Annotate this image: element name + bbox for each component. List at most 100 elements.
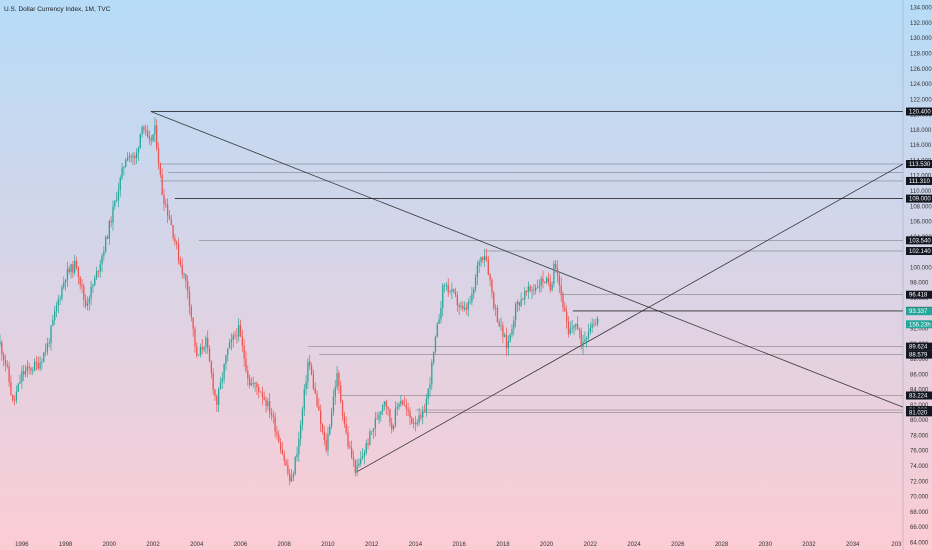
y-tick-label: 126.000 (910, 67, 932, 73)
candle-body (88, 298, 90, 304)
candle-body (219, 382, 222, 390)
candle-body (70, 264, 72, 273)
candle-body (174, 237, 176, 243)
candle-body (533, 289, 535, 291)
candle-body (356, 465, 358, 473)
candle-body (183, 273, 185, 275)
candle-body (540, 278, 542, 287)
candle-body (303, 389, 305, 409)
candle-body (504, 335, 506, 337)
y-tick-label: 108.000 (910, 204, 932, 210)
candle-body (416, 423, 418, 425)
candle-body (496, 307, 499, 323)
candle-body (287, 465, 289, 474)
candle-body (230, 339, 233, 343)
x-tick-label: 2024 (627, 542, 641, 548)
candle-body (591, 324, 593, 329)
candle-body (558, 275, 561, 286)
candle-body (478, 262, 480, 266)
x-tick-label: 2028 (715, 542, 729, 548)
current-price-tag (906, 307, 932, 316)
candle-body (474, 277, 477, 290)
candle-body (443, 285, 446, 287)
level-price-label: 88.579 (909, 353, 928, 359)
candle-body (527, 286, 530, 293)
candle-body (440, 308, 442, 320)
candle-body (145, 129, 147, 131)
candle-body (593, 324, 595, 326)
level-price-label: 102.140 (909, 249, 931, 255)
candle-body (314, 388, 316, 394)
candle-body (553, 263, 555, 284)
candle-body (37, 362, 39, 369)
candle-body (564, 307, 566, 312)
candle-body (334, 387, 336, 397)
candle-body (320, 410, 322, 425)
candle-body (141, 127, 143, 134)
y-tick-label: 80.000 (910, 418, 929, 424)
candle-body (465, 307, 468, 310)
candle-body (17, 383, 19, 392)
candle-body (589, 328, 591, 332)
candle-body (358, 463, 360, 466)
x-tick-label: 2020 (540, 542, 554, 548)
candle-body (228, 342, 231, 349)
candle-body (316, 393, 318, 406)
candle-body (114, 200, 116, 207)
candle-body (360, 458, 362, 464)
candle-body (442, 285, 444, 309)
candle-body (207, 338, 209, 349)
candle-body (197, 354, 200, 356)
candle-body (463, 307, 466, 310)
candle-body (270, 412, 273, 416)
candle-body (573, 326, 575, 328)
level-price-label: 113.530 (909, 162, 931, 168)
candle-body (247, 370, 249, 379)
candle-body (188, 291, 191, 307)
horizontal-levels (150, 111, 903, 413)
candle-body (312, 374, 315, 389)
candle-body (79, 276, 81, 285)
candle-body (462, 305, 464, 310)
candle-body (369, 431, 371, 445)
candle-body (531, 289, 533, 291)
candle-body (83, 286, 85, 300)
candle-body (143, 127, 145, 130)
countdown-tag (906, 320, 932, 329)
candle-body (460, 305, 462, 307)
candle-body (438, 319, 440, 324)
candle-body (46, 343, 49, 352)
candle-body (61, 287, 63, 299)
candle-body (576, 323, 579, 329)
x-tick-label: 2014 (409, 542, 423, 548)
candle-body (177, 244, 180, 261)
candle-body (252, 383, 254, 384)
y-tick-label: 134.000 (910, 6, 932, 12)
trend-lines (150, 111, 904, 473)
candle-body (154, 125, 156, 135)
candle-body (458, 305, 460, 307)
candle-body (354, 459, 356, 473)
candle-body (299, 424, 302, 439)
candle-body (340, 385, 342, 402)
candle-body (296, 453, 298, 458)
candle-body (256, 383, 258, 388)
candle-body (480, 256, 482, 263)
y-tick-label: 120.000 (910, 113, 932, 119)
x-tick-label: 2018 (496, 542, 510, 548)
candle-body (50, 325, 52, 344)
candle-body (176, 242, 178, 245)
candle-body (536, 287, 539, 289)
candle-body (24, 370, 27, 375)
level-price-label: 103.540 (909, 238, 931, 244)
time-axis[interactable]: 1996 1998 2000 2002 2004 2006 2008 2010 2012 2014… (15, 542, 902, 548)
candle-body (110, 221, 112, 223)
current-price-label: 93.337 (909, 309, 928, 315)
candle-body (72, 264, 74, 273)
candle-body (276, 431, 278, 435)
candle-body (332, 396, 335, 412)
y-tick-label: 118.000 (910, 128, 932, 134)
candle-body (163, 195, 165, 204)
